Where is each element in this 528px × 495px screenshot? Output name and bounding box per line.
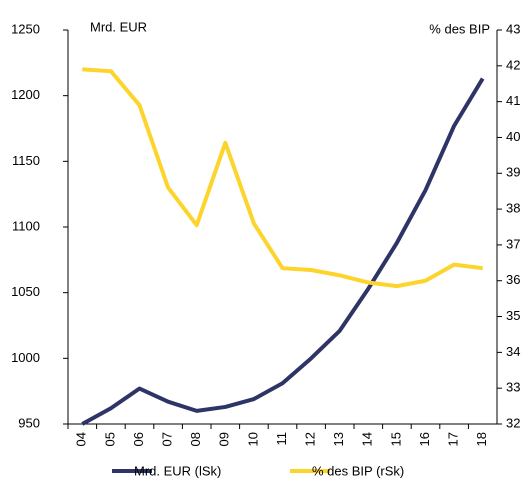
x-tick-label: 16 bbox=[417, 432, 432, 446]
x-tick-label: 13 bbox=[331, 432, 346, 446]
x-tick-label: 09 bbox=[217, 432, 232, 446]
y-tick-label: 1000 bbox=[11, 350, 40, 365]
x-tick-label: 04 bbox=[74, 432, 89, 446]
legend-label: % des BIP (rSk) bbox=[312, 463, 404, 478]
x-tick-label: 06 bbox=[131, 432, 146, 446]
y2-tick-label: 32 bbox=[506, 415, 520, 430]
x-tick-label: 05 bbox=[102, 432, 117, 446]
y-tick-label: 1250 bbox=[11, 21, 40, 36]
y-tick-label: 1200 bbox=[11, 87, 40, 102]
y2-tick-label: 34 bbox=[506, 344, 520, 359]
x-tick-label: 12 bbox=[303, 432, 318, 446]
y2-tick-label: 38 bbox=[506, 201, 520, 216]
x-tick-label: 07 bbox=[160, 432, 175, 446]
x-tick-label: 17 bbox=[446, 432, 461, 446]
x-tick-label: 15 bbox=[388, 432, 403, 446]
y2-tick-label: 37 bbox=[506, 236, 520, 251]
y2-tick-label: 43 bbox=[506, 21, 520, 36]
y2-tick-label: 39 bbox=[506, 165, 520, 180]
y-tick-label: 1150 bbox=[12, 153, 40, 168]
y-tick-label: 1100 bbox=[12, 218, 40, 233]
y-axis-label: Mrd. EUR bbox=[90, 19, 147, 34]
y-tick-label: 1050 bbox=[11, 284, 40, 299]
x-tick-label: 08 bbox=[188, 432, 203, 446]
line-series bbox=[81, 77, 485, 426]
y2-tick-label: 33 bbox=[506, 380, 520, 395]
x-tick-label: 18 bbox=[474, 432, 489, 446]
y2-axis-label: % des BIP bbox=[429, 21, 490, 36]
x-tick-label: 14 bbox=[360, 432, 375, 446]
y2-tick-label: 35 bbox=[506, 308, 520, 323]
y-tick-label: 950 bbox=[18, 415, 40, 430]
x-tick-label: 10 bbox=[245, 432, 260, 446]
y2-tick-label: 42 bbox=[506, 57, 520, 72]
y2-tick-label: 36 bbox=[506, 272, 520, 287]
x-tick-label: 11 bbox=[274, 432, 289, 446]
y2-tick-label: 41 bbox=[506, 93, 520, 108]
y2-tick-label: 40 bbox=[506, 129, 520, 144]
legend-label: Mrd. EUR (lSk) bbox=[134, 463, 221, 478]
line-series bbox=[82, 67, 483, 289]
